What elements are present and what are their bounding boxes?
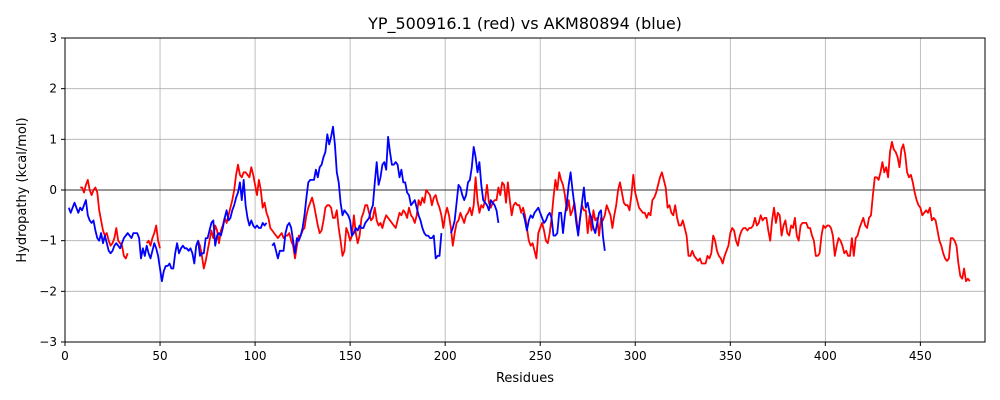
y-tick-label: 2: [49, 82, 57, 96]
x-tick-label: 350: [719, 349, 742, 363]
y-tick-label: −1: [39, 234, 57, 248]
x-tick-label: 200: [434, 349, 457, 363]
y-axis-label: Hydropathy (kcal/mol): [15, 117, 30, 262]
y-axis-ticks: −3 −2 −1 0 1 2 3: [39, 31, 65, 349]
x-axis-ticks: 0 50 100 150 200 250 300 350 400 450: [61, 342, 932, 363]
y-tick-label: 1: [49, 132, 57, 146]
series-lines: [67, 125, 971, 283]
blue-series-line: [522, 171, 606, 251]
y-tick-label: 3: [49, 31, 57, 45]
blue-series-line: [67, 179, 268, 283]
x-tick-label: 450: [909, 349, 932, 363]
x-tick-label: 250: [529, 349, 552, 363]
y-tick-label: −3: [39, 335, 57, 349]
blue-series-line: [450, 146, 500, 234]
chart-title: YP_500916.1 (red) vs AKM80894 (blue): [367, 14, 682, 34]
blue-series-line: [271, 125, 443, 260]
red-series-line: [145, 224, 161, 249]
x-tick-label: 400: [814, 349, 837, 363]
red-series-line: [80, 179, 129, 260]
x-tick-label: 150: [339, 349, 362, 363]
x-axis-label: Residues: [496, 371, 554, 386]
x-tick-label: 100: [244, 349, 267, 363]
x-tick-label: 0: [61, 349, 69, 363]
x-tick-label: 300: [624, 349, 647, 363]
y-tick-label: 0: [49, 183, 57, 197]
red-series-line: [197, 141, 971, 283]
y-tick-label: −2: [39, 284, 57, 298]
x-tick-label: 50: [152, 349, 167, 363]
